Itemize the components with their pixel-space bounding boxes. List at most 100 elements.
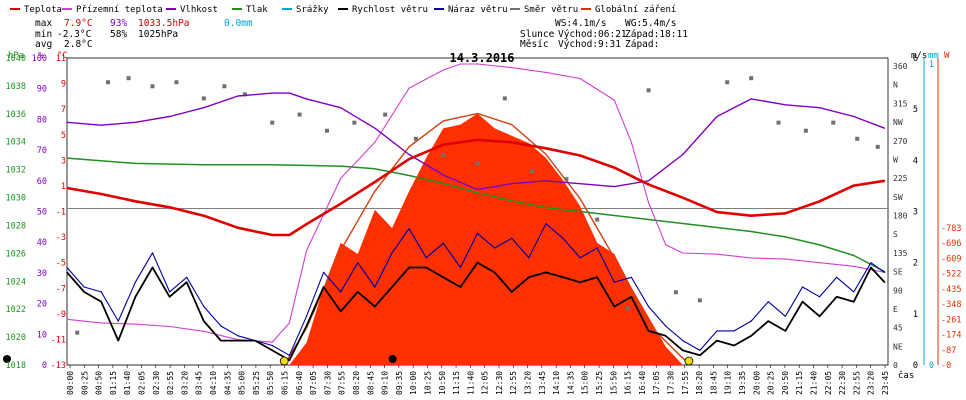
series-humidity-point [579,183,581,185]
series-wind-gust-point [665,325,667,327]
series-temperature-point [682,197,684,199]
hum-tick-label: 80 [37,115,47,125]
x-tick-label: 01:40 [123,371,132,395]
chart-legend: Teplota Přízemní teplota Vlhkost Tlak Srážky… [10,5,676,15]
x-tick-label: 08:45 [366,371,375,395]
wind-direction-point [383,112,388,117]
series-ground-temp-point [305,250,308,252]
x-tick-label: 13:45 [538,371,547,395]
x-tick-label: 06:40 [295,371,304,395]
wind-direction-point [174,80,179,85]
series-humidity-point [647,180,650,182]
series-temperature-point [884,180,886,182]
direction-tick-label: 315 [893,99,908,108]
series-wind-speed-point [186,281,188,283]
series-wind-speed-point [151,266,154,269]
series-pressure-point [579,210,581,213]
legend-entry: Globální záření [595,5,676,15]
series-ground-temp-point [545,71,547,73]
wind-direction-point [475,161,480,166]
hum-tick-label: 30 [37,269,47,279]
x-tick-label: 16:15 [624,371,633,395]
series-wind-speed-point [630,296,633,298]
stats-avg-temp: 2.8°C [64,39,93,50]
hum-tick-label: 0 [42,361,47,371]
wind-tick-label: 4 [913,156,918,166]
series-humidity-point [288,92,290,94]
series-pressure-point [134,162,136,164]
series-pressure-point [853,254,855,257]
wind-tick-label: 6 [913,54,918,64]
series-wind-speed-point [169,296,171,298]
x-tick-label: 02:30 [152,371,161,395]
series-temperature-point [784,212,787,214]
stats-wg: WG:5.4m/s [625,18,676,29]
series-temperature-point [819,200,821,202]
wind-direction-point [855,136,860,141]
wind-direction-point [324,128,329,133]
series-humidity-point [169,115,171,118]
series-wind-speed-point [288,359,290,361]
series-wind-speed-point [579,281,581,283]
series-ground-temp-point [665,244,667,246]
rad-tick-label: -0 [941,361,951,371]
series-ground-temp-point [476,63,479,65]
stats-avg-label: avg [35,39,52,50]
press-tick-label: 1022 [6,305,26,315]
wind-direction-point [564,177,569,182]
series-wind-speed-point [391,286,393,288]
wind-direction-point [297,112,302,117]
series-temperature-point [100,193,102,195]
series-wind-speed-point [562,276,564,278]
series-wind-gust-point [562,237,564,239]
series-wind-speed-point [83,291,85,293]
series-theoretical-radiation [283,112,691,366]
series-wind-gust-point [459,266,461,269]
series-wind-speed-point [699,354,701,356]
series-ground-temp-point [288,322,290,324]
direction-tick-label: 225 [893,174,908,183]
wind-direction-point [530,169,535,174]
series-ground-temp-point [784,258,787,260]
press-tick-label: 1020 [6,333,26,343]
series-humidity-point [134,121,136,123]
series-ground-temp-point [579,77,581,80]
rad-tick-label: -609 [941,254,961,264]
series-wind-speed-point [613,305,615,308]
temp-tick-label: -9 [56,310,66,320]
x-tick-label: 15:50 [609,371,618,395]
stats-max-press: 1033.5hPa [138,18,189,29]
direction-tick-label: 45 [893,324,903,333]
hum-axis-label: % [38,51,44,61]
rain-tick-label: 0 [929,361,934,371]
legend-entry: Rychlost větru [352,5,428,15]
stats-max-temp: 7.9°C [64,18,93,29]
series-temperature-point [579,154,581,157]
wind-direction-point [222,84,227,89]
series-humidity-point [545,180,547,182]
direction-tick-label: SW [893,193,903,202]
x-tick-label: 21:40 [810,371,819,395]
wind-direction-point [201,96,206,101]
rad-tick-label: -174 [941,331,961,341]
x-tick-label: 20:50 [781,371,790,395]
x-tick-label: 19:10 [724,371,733,395]
x-tick-label: 10:00 [409,371,418,395]
wind-direction-point [413,136,418,141]
rad-tick-label: -261 [941,315,961,325]
series-humidity-point [203,107,205,109]
series-pressure-point [271,164,273,166]
series-wind-speed-point [425,266,427,269]
series-humidity-point [476,189,479,191]
hum-tick-label: 40 [37,238,47,248]
series-wind-speed-point [596,276,598,278]
press-tick-label: 1038 [6,82,26,92]
press-tick-label: 1040 [6,54,26,64]
series-wind-gust-point [357,262,359,264]
x-tick-label: 04:10 [209,371,218,395]
series-ground-temp-point [750,257,752,259]
series-wind-speed-point [66,271,68,273]
series-humidity-point [716,115,718,118]
rad-axis-label: W [944,51,950,61]
